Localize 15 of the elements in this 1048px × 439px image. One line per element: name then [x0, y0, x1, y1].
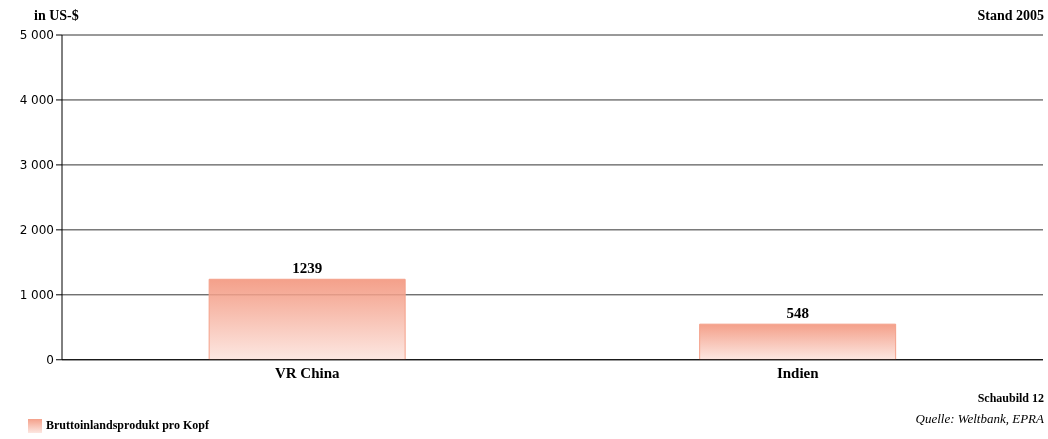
- y-tick-label: 4 000: [19, 93, 54, 108]
- text: Stand 2005: [977, 8, 1044, 24]
- y-tick-label: 3 000: [19, 158, 54, 173]
- y-tick-label: 2 000: [19, 223, 54, 238]
- y-tick-label: 1 000: [19, 288, 54, 303]
- y-tick-label: 5 000: [19, 28, 54, 43]
- x-tick-label: Indien: [776, 365, 820, 382]
- text: Schaubild 12: [977, 391, 1044, 406]
- legend-label: Bruttoinlandsprodukt pro Kopf: [46, 417, 209, 432]
- y-tick-label: 0: [46, 353, 54, 368]
- data-label: 548: [786, 305, 809, 322]
- source-note: Quelle: Weltbank, EPRA: [915, 411, 1044, 427]
- x-tick-label: VR China: [274, 365, 341, 382]
- y-axis-title: in US-$: [34, 8, 79, 24]
- data-label: 1239: [292, 260, 323, 277]
